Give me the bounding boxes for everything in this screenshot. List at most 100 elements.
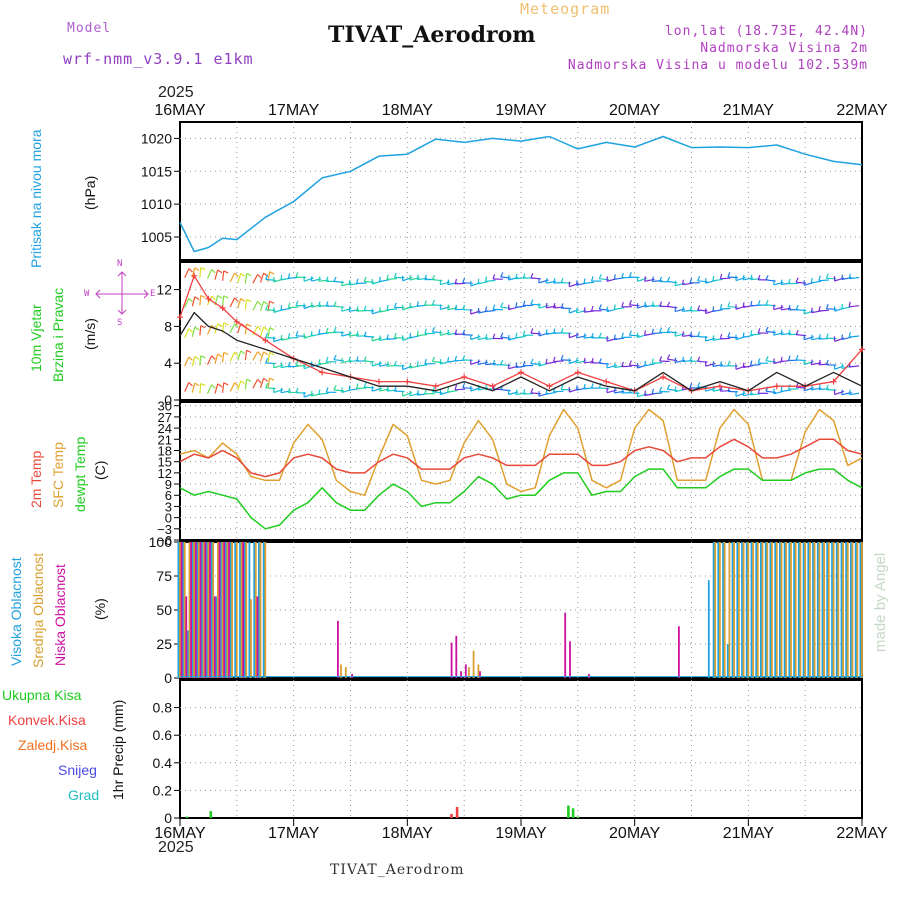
x-tick-label-top: 20MAY (609, 102, 661, 119)
wind-barb-flag (698, 306, 700, 311)
wind-barb-flag (448, 330, 449, 335)
wind-barb (614, 308, 624, 310)
low-cloud-ylabel: Niska Oblacnost (52, 564, 68, 666)
wind-barb-flag (349, 331, 350, 336)
wind-barb-flag (751, 330, 752, 335)
x-tick-label-bottom: 21MAY (723, 825, 775, 842)
y-tick-label: 12 (156, 282, 172, 298)
wind-barb-flag (432, 300, 434, 305)
page-title: TIVAT_Aerodrom (328, 22, 536, 48)
wind-barb-flag (448, 305, 449, 310)
cloud-bar (190, 542, 192, 678)
meteogram-label: Meteogram (520, 0, 610, 18)
wind-barb (652, 363, 662, 364)
wind-barb-flag (713, 361, 714, 366)
wind-barb-flag (781, 305, 782, 310)
wind-barb-flag (266, 305, 268, 310)
wind-barb-flag (425, 359, 427, 364)
gust-marker (717, 383, 723, 389)
wind-barb (185, 357, 189, 366)
wind-barb (720, 309, 730, 310)
wind-barb (554, 361, 564, 362)
wind-barb-flag (241, 351, 245, 354)
y-tick-label: 1020 (141, 130, 172, 146)
wind-barb-flag (380, 277, 381, 282)
cloud-bar (789, 542, 791, 678)
wind-barb-flag (629, 300, 631, 305)
wind-barb-flag (720, 386, 721, 391)
wind-barb-flag (811, 335, 812, 340)
cloud-bar (478, 664, 480, 678)
wind-barb (261, 301, 264, 311)
wind-barb-flag (819, 276, 820, 281)
wind-barb (192, 327, 195, 337)
gust-marker (376, 379, 382, 385)
cloud-bar (214, 596, 216, 678)
wind-barb-flag (364, 306, 366, 311)
wind-barb-flag (311, 276, 312, 281)
cloud-bar (752, 542, 754, 678)
cloud-bar (727, 644, 729, 678)
cloud-bar (187, 630, 189, 678)
wind-barb-flag (266, 383, 268, 388)
wind-barb (200, 296, 201, 306)
wind-barb-flag (743, 332, 744, 337)
wind-barb-flag (592, 306, 594, 311)
cloud-bar (465, 664, 467, 678)
wind-barb (261, 327, 264, 337)
legend-frz-rain: Zaledj.Kisa (18, 737, 87, 753)
wind-barb-flag (781, 387, 782, 392)
wind-barb-flag (842, 390, 843, 395)
wind-barb (261, 352, 264, 362)
wind-barb-flag (478, 308, 479, 313)
compass-rose-icon (92, 268, 152, 320)
wind-barb (486, 280, 496, 281)
wind-barb-flag (728, 302, 730, 307)
wind-barb-flag (531, 359, 533, 364)
wind-barb-flag (675, 281, 676, 286)
wind-barb-flag (247, 299, 252, 301)
cloud-bar (757, 542, 759, 678)
wind-barb-flag (478, 359, 479, 364)
wind-barb-flag (789, 305, 791, 310)
cloud-bar (264, 542, 266, 678)
wind-barb-flag (410, 333, 411, 338)
mid-cloud-ylabel: Srednja Oblacnost (30, 553, 46, 668)
cloud-bar (774, 542, 776, 678)
cloud-bar (771, 542, 773, 678)
cloud-bar (241, 542, 243, 678)
wind-barb (253, 379, 258, 388)
wind-barb-flag (781, 330, 782, 335)
cloud-bar (845, 542, 847, 678)
gust-marker (575, 369, 581, 375)
wind-barb-flag (667, 385, 669, 390)
wind-barb-flag (652, 359, 653, 364)
x-tick-label-top: 22MAY (836, 102, 888, 119)
cloud-bar (790, 542, 792, 678)
cloud-bar (852, 542, 854, 678)
wind-barb-flag (819, 306, 820, 311)
cloud-bar (178, 542, 180, 678)
wind-barb-flag (258, 379, 261, 383)
wind-barb (245, 274, 246, 284)
wind-barb-flag (380, 307, 381, 312)
x-tick-label-bottom: 22MAY (836, 825, 888, 842)
cloud-bar (708, 580, 710, 678)
wind-barb-flag (241, 299, 245, 302)
wind-barb-flag (189, 357, 193, 360)
wind-barb-flag (523, 301, 525, 306)
wind-barb-flag (387, 305, 388, 310)
cloud-bar (842, 542, 844, 678)
wind-barb-flag (224, 383, 229, 385)
wind-barb (781, 390, 791, 391)
wind-barb-flag (270, 378, 274, 380)
wind-barb-flag (455, 356, 456, 361)
cloud-bar (263, 542, 265, 678)
wind-barb-flag (218, 384, 222, 387)
cloud-bar (203, 542, 205, 678)
wind-barb-flag (266, 333, 268, 338)
wind-barb-flag (766, 327, 768, 332)
wind-barb-flag (395, 333, 397, 338)
wind-barb-flag (410, 363, 411, 368)
wind-barb-flag (667, 277, 669, 281)
